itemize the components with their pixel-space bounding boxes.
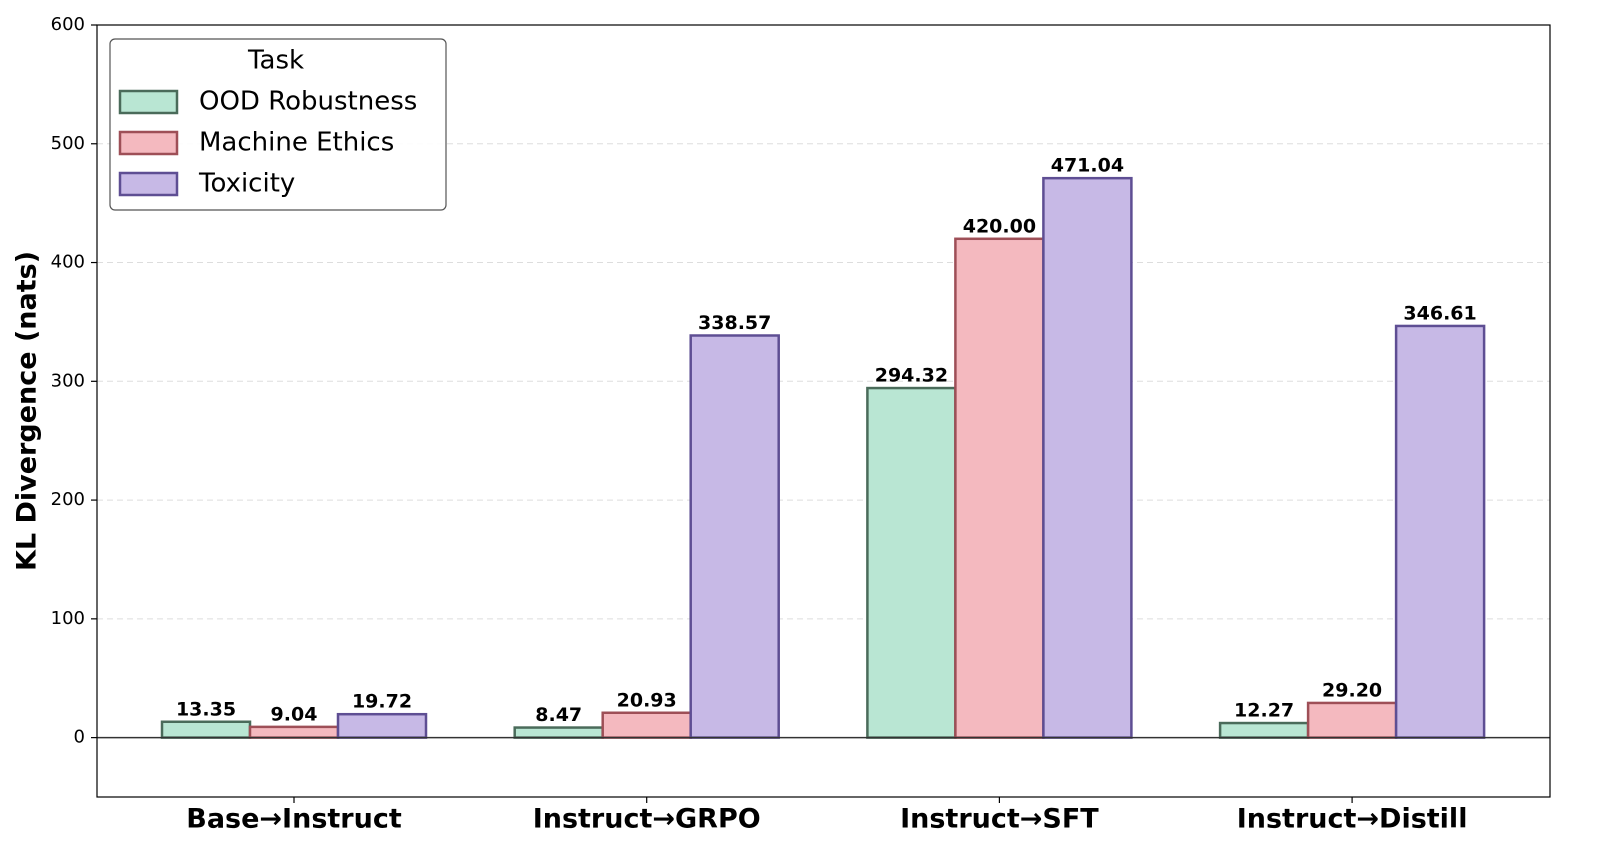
y-tick-label: 200 <box>51 489 85 510</box>
value-label: 346.61 <box>1403 302 1476 324</box>
value-label: 471.04 <box>1051 155 1124 177</box>
bar <box>1042 176 1133 739</box>
legend-label: OOD Robustness <box>199 87 417 117</box>
bar <box>1394 324 1486 739</box>
value-label: 29.20 <box>1322 679 1382 701</box>
y-tick-label: 500 <box>51 133 85 154</box>
x-tick-label: Instruct→SFT <box>900 804 1099 835</box>
value-label: 19.72 <box>352 691 412 713</box>
x-tick-label: Base→Instruct <box>186 804 402 835</box>
y-axis-label: KL Divergence (nats) <box>12 251 43 571</box>
bar <box>248 725 340 739</box>
legend-box <box>109 38 447 211</box>
value-label: 294.32 <box>875 365 948 387</box>
legend-swatch <box>118 130 179 156</box>
bar <box>160 720 252 739</box>
bar <box>1218 721 1310 739</box>
value-label: 338.57 <box>698 312 771 334</box>
bar <box>601 711 692 739</box>
bar <box>954 237 1045 739</box>
legend-label: Machine Ethics <box>199 128 394 158</box>
value-label: 12.27 <box>1234 700 1294 722</box>
bar <box>866 386 957 739</box>
value-label: 13.35 <box>176 698 236 720</box>
y-tick-label: 0 <box>74 727 85 748</box>
y-tick-label: 600 <box>51 14 85 35</box>
value-label: 20.93 <box>617 689 677 711</box>
y-tick-label: 300 <box>51 370 85 391</box>
legend-swatch <box>118 171 179 197</box>
legend-label: Toxicity <box>198 169 295 199</box>
value-label: 9.04 <box>271 703 318 725</box>
x-tick-label: Instruct→Distill <box>1237 804 1468 835</box>
value-label: 420.00 <box>963 215 1036 237</box>
y-tick-label: 400 <box>51 252 85 273</box>
legend-swatch <box>118 89 179 115</box>
x-tick-label: Instruct→GRPO <box>533 804 761 835</box>
bar <box>513 726 604 739</box>
value-label: 8.47 <box>535 704 582 726</box>
plot-frame <box>96 24 1551 798</box>
bar <box>336 712 428 739</box>
legend-title: Task <box>247 46 304 76</box>
y-tick-label: 100 <box>51 608 85 629</box>
bar <box>1306 701 1398 739</box>
bar <box>689 334 780 739</box>
